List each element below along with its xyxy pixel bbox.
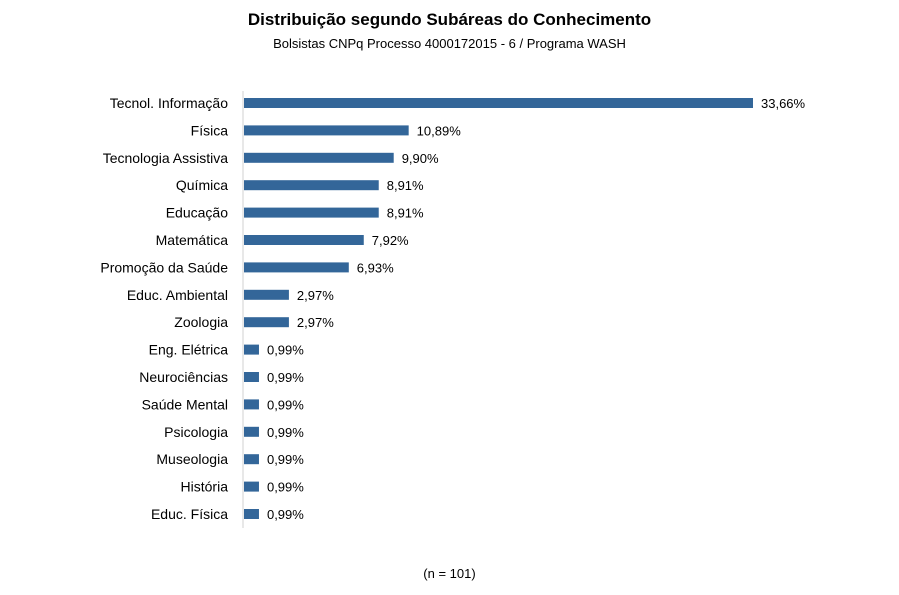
category-label: Eng. Elétrica xyxy=(149,342,229,358)
bar xyxy=(244,207,379,218)
bar xyxy=(244,152,394,163)
value-label: 0,99% xyxy=(267,343,304,358)
category-label: Psicologia xyxy=(164,424,228,440)
category-label: Saúde Mental xyxy=(142,396,228,412)
value-label: 2,97% xyxy=(297,288,334,303)
value-label: 7,92% xyxy=(372,233,409,248)
category-label: Educação xyxy=(166,205,228,221)
category-label: Educ. Ambiental xyxy=(127,287,228,303)
category-label: Física xyxy=(191,122,229,138)
bar xyxy=(244,262,349,273)
bar-chart: Tecnol. Informação 33,66% Física 10,89% Tecn… xyxy=(100,91,806,528)
value-label: 0,99% xyxy=(267,452,304,467)
category-label: Zoologia xyxy=(174,314,228,330)
value-label: 0,99% xyxy=(267,370,304,385)
category-label: Educ. Física xyxy=(151,506,228,522)
bars-group: Tecnol. Informação 33,66% Física 10,89% Tecn… xyxy=(100,95,805,522)
bar xyxy=(244,125,409,136)
bar xyxy=(244,344,259,355)
category-label: Museologia xyxy=(156,451,228,467)
category-label: Promoção da Saúde xyxy=(100,259,228,275)
chart-subtitle: Bolsistas CNPq Processo 4000172015 - 6 /… xyxy=(273,36,626,51)
value-label: 9,90% xyxy=(402,151,439,166)
value-label: 6,93% xyxy=(357,260,394,275)
category-label: Matemática xyxy=(156,232,229,248)
bar xyxy=(244,481,259,492)
bar xyxy=(244,317,289,328)
value-label: 8,91% xyxy=(387,206,424,221)
category-label: Tecnol. Informação xyxy=(110,95,228,111)
value-label: 0,99% xyxy=(267,480,304,495)
category-label: Química xyxy=(176,177,228,193)
chart-title: Distribuição segundo Subáreas do Conheci… xyxy=(247,10,652,29)
category-label: Tecnologia Assistiva xyxy=(103,150,229,166)
value-label: 0,99% xyxy=(267,507,304,522)
bar xyxy=(244,372,259,382)
bar xyxy=(244,426,259,437)
bar xyxy=(244,235,364,245)
category-label: Neurociências xyxy=(139,369,228,385)
bar xyxy=(244,399,259,410)
value-label: 33,66% xyxy=(761,96,806,111)
value-label: 10,89% xyxy=(417,123,462,138)
sample-size-note: (n = 101) xyxy=(423,566,476,581)
bar xyxy=(244,289,289,300)
value-label: 2,97% xyxy=(297,315,334,330)
bar xyxy=(244,98,753,108)
value-label: 8,91% xyxy=(387,178,424,193)
value-label: 0,99% xyxy=(267,425,304,440)
bar xyxy=(244,180,379,191)
bar xyxy=(244,454,259,465)
value-label: 0,99% xyxy=(267,397,304,412)
category-label: História xyxy=(181,479,229,495)
bar xyxy=(244,509,259,519)
